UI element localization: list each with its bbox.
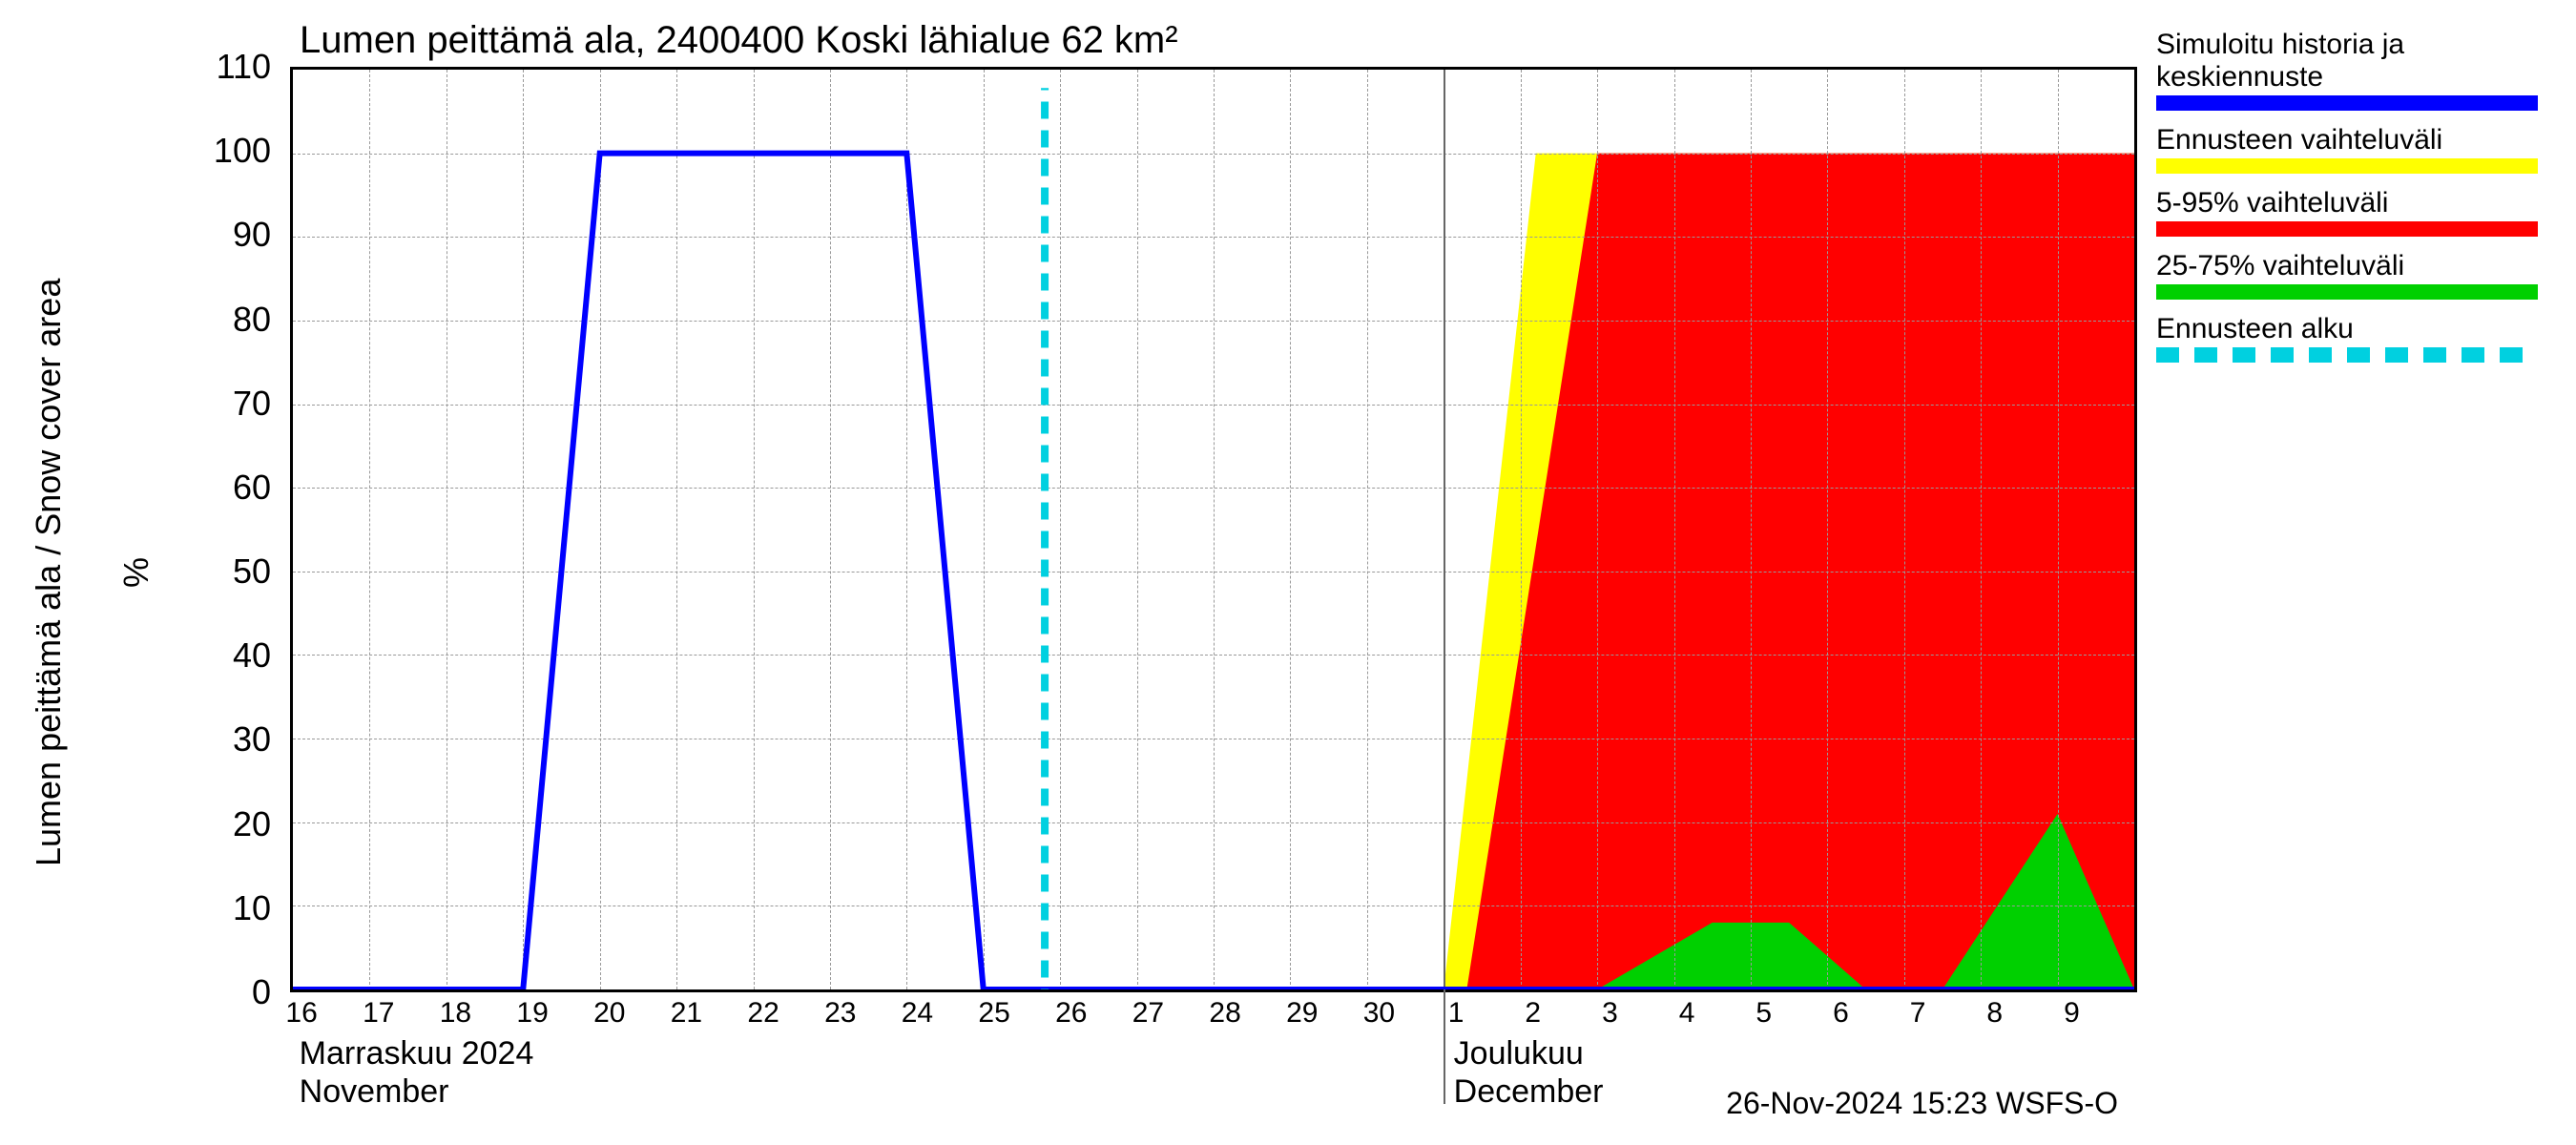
legend-item: Simuloitu historia ja keskiennuste (2156, 29, 2538, 111)
x-tick: 1 (1448, 997, 1465, 1030)
x-tick: 22 (747, 997, 779, 1030)
y-label-text: Lumen peittämä ala / Snow cover area (29, 279, 69, 866)
x-tick: 4 (1679, 997, 1695, 1030)
history-line (293, 154, 2134, 989)
plot-row: 0102030405060708090100110 (166, 67, 2137, 992)
x-tick: 23 (824, 997, 856, 1030)
y-tick: 50 (233, 552, 271, 592)
y-axis-label: Lumen peittämä ala / Snow cover area (19, 19, 78, 1126)
x-tick: 19 (516, 997, 548, 1030)
chart-column: Lumen peittämä ala, 2400400 Koski lähial… (166, 19, 2137, 1126)
x-tick: 3 (1602, 997, 1618, 1030)
legend-swatch (2156, 95, 2538, 111)
y-axis-unit: % (107, 19, 166, 1126)
legend-item: Ennusteen alku (2156, 313, 2538, 363)
x-tick: 26 (1055, 997, 1087, 1030)
y-unit-text: % (116, 557, 156, 588)
x-tick: 8 (1986, 997, 2003, 1030)
legend: Simuloitu historia ja keskiennuste Ennust… (2137, 19, 2557, 1126)
month-label: December (1454, 1073, 1604, 1111)
x-tick: 28 (1209, 997, 1240, 1030)
legend-label: Ennusteen alku (2156, 313, 2538, 345)
legend-label: 25-75% vaihteluväli (2156, 250, 2538, 282)
y-tick: 40 (233, 635, 271, 676)
x-tick: 21 (671, 997, 702, 1030)
y-tick: 70 (233, 384, 271, 424)
x-axis-area: 26-Nov-2024 15:23 WSFS-O 161718192021222… (166, 992, 2137, 1126)
x-tick: 16 (285, 997, 317, 1030)
legend-item: 5-95% vaihteluväli (2156, 187, 2538, 237)
x-tick: 7 (1910, 997, 1926, 1030)
y-tick: 20 (233, 804, 271, 844)
x-tick: 29 (1286, 997, 1318, 1030)
legend-item: Ennusteen vaihteluväli (2156, 124, 2538, 174)
y-tick: 90 (233, 215, 271, 255)
lines-layer (293, 70, 2134, 989)
x-tick: 25 (978, 997, 1009, 1030)
month-label: November (300, 1073, 449, 1111)
chart-container: Lumen peittämä ala / Snow cover area % L… (19, 19, 2557, 1126)
month-label: Joulukuu (1454, 1035, 1584, 1072)
legend-label: 5-95% vaihteluväli (2156, 187, 2538, 219)
y-tick: 60 (233, 468, 271, 508)
x-tick: 27 (1132, 997, 1164, 1030)
y-tick: 100 (214, 131, 271, 171)
legend-label: Ennusteen vaihteluväli (2156, 124, 2538, 156)
x-tick: 24 (902, 997, 933, 1030)
x-tick: 20 (593, 997, 625, 1030)
x-tick: 18 (440, 997, 471, 1030)
legend-swatch (2156, 284, 2538, 300)
chart-title: Lumen peittämä ala, 2400400 Koski lähial… (166, 19, 2137, 67)
x-tick: 5 (1755, 997, 1772, 1030)
plot-area (290, 67, 2137, 992)
x-tick: 2 (1525, 997, 1541, 1030)
y-axis-ticks: 0102030405060708090100110 (166, 67, 290, 992)
y-tick: 30 (233, 719, 271, 760)
x-tick: 6 (1833, 997, 1849, 1030)
legend-swatch (2156, 347, 2538, 363)
legend-label: Simuloitu historia ja keskiennuste (2156, 29, 2538, 94)
legend-item: 25-75% vaihteluväli (2156, 250, 2538, 300)
y-tick: 110 (217, 47, 271, 87)
x-tick: 30 (1363, 997, 1395, 1030)
month-label: Marraskuu 2024 (300, 1035, 534, 1072)
x-tick: 17 (363, 997, 394, 1030)
legend-swatch (2156, 158, 2538, 174)
legend-swatch (2156, 221, 2538, 237)
y-tick: 80 (233, 300, 271, 340)
x-tick: 9 (2064, 997, 2080, 1030)
y-tick: 10 (233, 888, 271, 928)
